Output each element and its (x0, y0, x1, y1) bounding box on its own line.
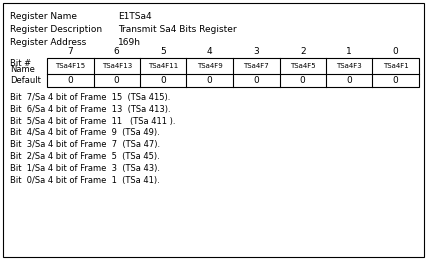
Text: Name: Name (10, 66, 35, 75)
Text: 1: 1 (345, 48, 351, 56)
Text: E1TSa4: E1TSa4 (118, 12, 151, 21)
Text: TSa4F3: TSa4F3 (336, 63, 361, 69)
Text: TSa4F7: TSa4F7 (243, 63, 268, 69)
Text: Register Description: Register Description (10, 25, 102, 34)
Bar (47, 58, 418, 87)
Text: TSa4F9: TSa4F9 (196, 63, 222, 69)
Text: 4: 4 (207, 48, 212, 56)
Text: 7: 7 (67, 48, 73, 56)
Text: 0: 0 (392, 76, 398, 85)
Text: Bit  2/Sa 4 bit of Frame  5  (TSa 45).: Bit 2/Sa 4 bit of Frame 5 (TSa 45). (10, 152, 159, 161)
Text: Default: Default (10, 76, 41, 85)
Text: 0: 0 (206, 76, 212, 85)
Text: Bit  4/Sa 4 bit of Frame  9  (TSa 49).: Bit 4/Sa 4 bit of Frame 9 (TSa 49). (10, 128, 159, 137)
Text: TSa4F15: TSa4F15 (55, 63, 85, 69)
Text: Bit #: Bit # (10, 58, 31, 68)
Text: 0: 0 (345, 76, 351, 85)
Text: Bit  7/Sa 4 bit of Frame  15  (TSa 415).: Bit 7/Sa 4 bit of Frame 15 (TSa 415). (10, 93, 170, 102)
Text: Bit  6/Sa 4 bit of Frame  13  (TSa 413).: Bit 6/Sa 4 bit of Frame 13 (TSa 413). (10, 105, 170, 114)
Text: 0: 0 (299, 76, 305, 85)
Text: Bit  1/Sa 4 bit of Frame  3  (TSa 43).: Bit 1/Sa 4 bit of Frame 3 (TSa 43). (10, 164, 160, 173)
Text: 6: 6 (114, 48, 119, 56)
Text: Bit  5/Sa 4 bit of Frame  11   (TSa 411 ).: Bit 5/Sa 4 bit of Frame 11 (TSa 411 ). (10, 116, 175, 126)
Text: 169h: 169h (118, 38, 141, 47)
Text: 0: 0 (67, 76, 73, 85)
Text: Transmit Sa4 Bits Register: Transmit Sa4 Bits Register (118, 25, 236, 34)
Text: TSa4F13: TSa4F13 (101, 63, 132, 69)
Text: Bit  0/Sa 4 bit of Frame  1  (TSa 41).: Bit 0/Sa 4 bit of Frame 1 (TSa 41). (10, 176, 159, 185)
Text: 3: 3 (253, 48, 259, 56)
Text: 5: 5 (160, 48, 166, 56)
Text: 0: 0 (392, 48, 398, 56)
Text: 0: 0 (114, 76, 119, 85)
Text: 0: 0 (253, 76, 259, 85)
Text: TSa4F5: TSa4F5 (289, 63, 315, 69)
Text: TSa4F1: TSa4F1 (382, 63, 408, 69)
Text: 0: 0 (160, 76, 166, 85)
Text: Register Address: Register Address (10, 38, 86, 47)
Text: TSa4F11: TSa4F11 (148, 63, 178, 69)
Text: 2: 2 (299, 48, 305, 56)
Text: Register Name: Register Name (10, 12, 77, 21)
Text: Bit  3/Sa 4 bit of Frame  7  (TSa 47).: Bit 3/Sa 4 bit of Frame 7 (TSa 47). (10, 140, 160, 149)
